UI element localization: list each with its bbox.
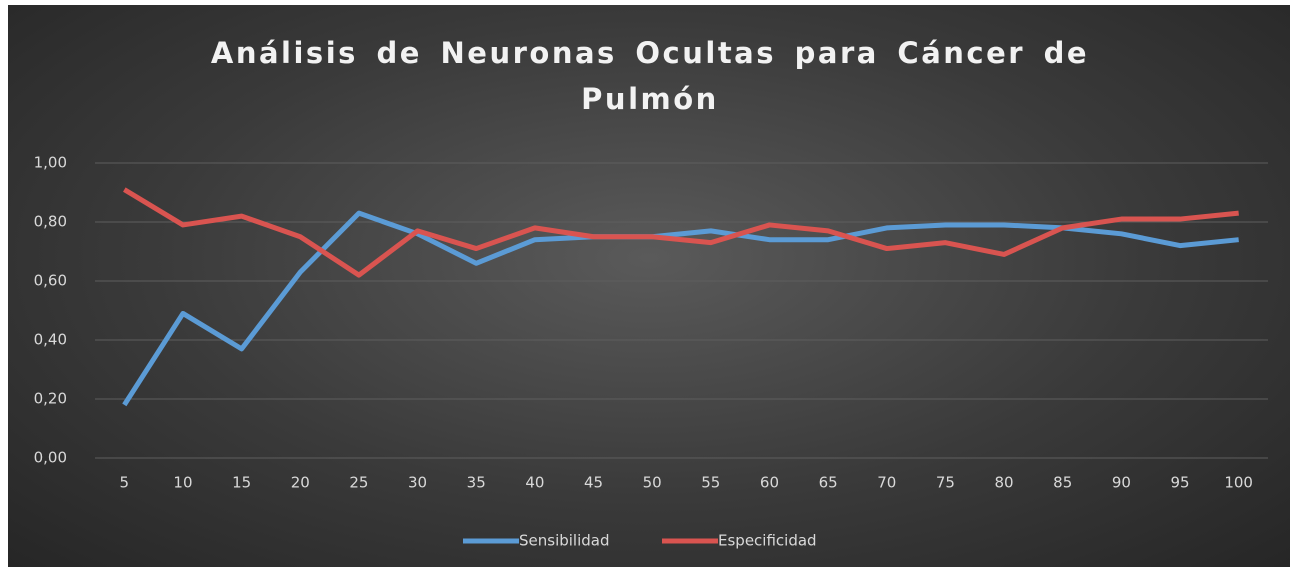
- x-tick-label: 95: [1170, 474, 1189, 492]
- x-tick-label: 65: [819, 474, 838, 492]
- series-line: [122, 210, 1239, 407]
- x-tick-label: 45: [584, 474, 603, 492]
- x-tick-label: 85: [1053, 474, 1072, 492]
- y-tick-label: 0,60: [34, 272, 67, 290]
- x-tick-label: 40: [525, 474, 544, 492]
- x-tick-label: 75: [936, 474, 955, 492]
- legend-label: Sensibilidad: [519, 532, 610, 550]
- x-tick-label: 55: [701, 474, 720, 492]
- x-tick-label: 5: [120, 474, 130, 492]
- x-tick-label: 70: [877, 474, 896, 492]
- x-tick-label: 80: [995, 474, 1014, 492]
- x-tick-label: 60: [760, 474, 779, 492]
- x-tick-label: 15: [232, 474, 251, 492]
- x-tick-label: 10: [173, 474, 192, 492]
- x-tick-label: 25: [349, 474, 368, 492]
- chart-panel: [8, 5, 1290, 567]
- chart-title: Análisis de Neuronas Ocultas para Cáncer…: [210, 36, 1090, 116]
- y-tick-label: 0,00: [34, 449, 67, 467]
- x-tick-label: 90: [1112, 474, 1131, 492]
- x-tick-label: 50: [643, 474, 662, 492]
- x-tick-label: 35: [467, 474, 486, 492]
- legend-label: Especificidad: [718, 532, 817, 550]
- x-tick-label: 20: [291, 474, 310, 492]
- y-tick-label: 0,40: [34, 331, 67, 349]
- series-line: [123, 187, 1239, 278]
- y-tick-label: 1,00: [34, 154, 67, 172]
- x-tick-label: 100: [1224, 474, 1253, 492]
- x-tick-label: 30: [408, 474, 427, 492]
- y-tick-label: 0,80: [34, 213, 67, 231]
- y-tick-label: 0,20: [34, 390, 67, 408]
